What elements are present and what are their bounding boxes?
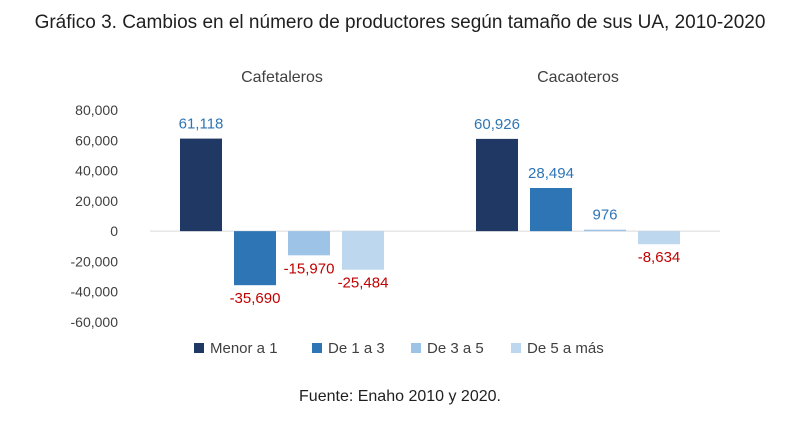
legend-swatch xyxy=(511,343,521,353)
bar xyxy=(638,231,680,245)
data-label: 976 xyxy=(592,207,617,224)
bar xyxy=(584,229,626,232)
y-tick-label: 0 xyxy=(110,223,118,239)
y-tick-label: -60,000 xyxy=(71,314,119,330)
y-tick-label: 60,000 xyxy=(75,132,118,148)
bar xyxy=(234,231,276,286)
legend-swatch xyxy=(312,343,322,353)
y-tick-label: -40,000 xyxy=(71,284,119,300)
bar xyxy=(342,231,384,270)
data-label: 61,118 xyxy=(179,116,224,133)
category-label: Cafetaleros xyxy=(241,69,323,86)
data-label: -8,634 xyxy=(638,249,681,266)
data-label: 28,494 xyxy=(528,165,574,182)
data-label: -25,484 xyxy=(338,275,389,292)
bar xyxy=(180,138,222,232)
y-tick-label: 80,000 xyxy=(75,102,118,118)
legend-label: De 1 a 3 xyxy=(328,340,385,357)
legend-label: De 5 a más xyxy=(527,340,604,357)
source-note: Fuente: Enaho 2010 y 2020. xyxy=(299,388,501,405)
y-tick-label: 20,000 xyxy=(75,193,118,209)
legend-label: De 3 a 5 xyxy=(427,340,484,357)
legend-label: Menor a 1 xyxy=(210,340,278,357)
legend-swatch xyxy=(411,343,421,353)
data-label: 60,926 xyxy=(474,116,520,133)
bar xyxy=(476,138,518,232)
data-label: -15,970 xyxy=(284,260,335,277)
chart-title: Gráfico 3. Cambios en el número de produ… xyxy=(34,12,766,33)
category-label: Cacaoteros xyxy=(537,69,619,86)
legend-swatch xyxy=(194,343,204,353)
bar xyxy=(530,187,572,232)
y-tick-label: 40,000 xyxy=(75,163,118,179)
data-label: -35,690 xyxy=(230,290,281,307)
y-tick-label: -20,000 xyxy=(71,253,119,269)
bar xyxy=(288,231,330,256)
